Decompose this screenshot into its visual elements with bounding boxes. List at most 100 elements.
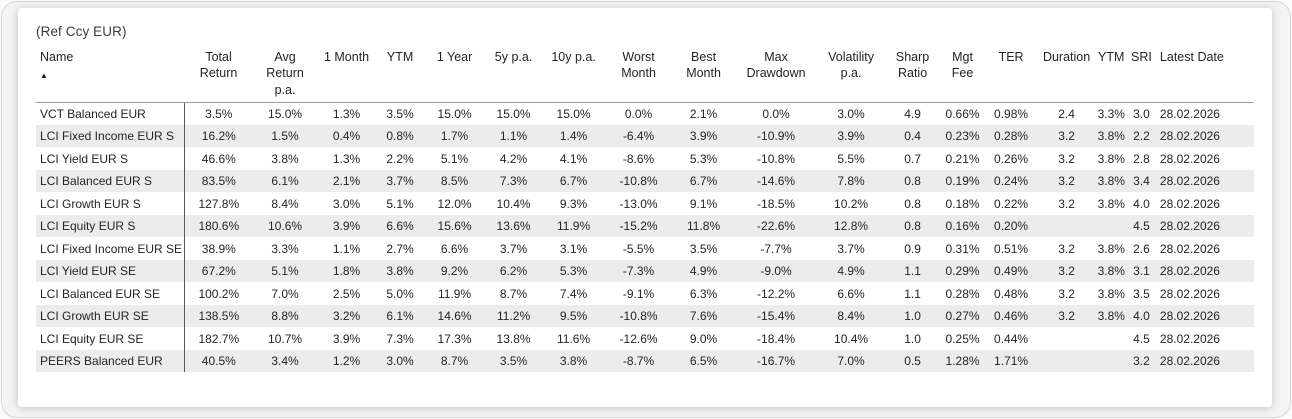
avg_return_pa-cell: 7.0% [271, 286, 299, 301]
column-header-name[interactable]: Name ▲ [36, 47, 185, 103]
total_return-cell: 83.5% [201, 174, 236, 188]
column-header-label: YTM [386, 50, 414, 64]
duration-cell: 3.2 [1058, 174, 1075, 188]
latest_date-cell: 28.02.2026 [1159, 241, 1220, 256]
fund-name-cell[interactable]: LCI Growth EUR S [36, 192, 186, 215]
column-header-best_month[interactable]: Best Month [672, 47, 735, 103]
sharp_ratio-cell: 1.1 [904, 286, 921, 301]
max_drawdown-cell: -14.6% [757, 174, 796, 188]
column-header-mgt_fee[interactable]: Mgt Fee [940, 47, 985, 103]
column-header-one_month[interactable]: 1 Month [317, 47, 376, 103]
one_year-cell: 17.3% [437, 331, 472, 346]
column-header-five_y_pa[interactable]: 5y p.a. [484, 47, 543, 103]
one_month-cell: 3.0% [332, 196, 361, 211]
ytm-cell: 0.8% [386, 129, 414, 143]
worst_month-cell: -8.7% [622, 354, 655, 368]
ter-cell: 0.51% [994, 241, 1029, 256]
ten_y_pa-cell: 3.1% [559, 241, 588, 256]
ytm-cell: 5.0% [386, 286, 414, 301]
table-row[interactable]: LCI Balanced EUR SE 100.2% 7.0% 2.5% 5.0% 11.… [36, 282, 1254, 305]
mgt_fee-cell: 0.66% [945, 106, 980, 121]
worst_month-cell: -5.5% [622, 241, 655, 256]
ytm-cell: 3.0% [386, 354, 414, 368]
ten_y_pa-cell: 5.3% [559, 264, 588, 278]
total_return-cell: 127.8% [198, 196, 240, 211]
sri-cell: 3.2 [1133, 354, 1150, 368]
sort-ascending-icon[interactable]: ▲ [40, 71, 48, 81]
table-row[interactable]: LCI Yield EUR SE 67.2% 5.1% 1.8% 3.8% 9.2% 6.2… [36, 259, 1254, 283]
ytm_2-cell: 3.8% [1097, 264, 1125, 278]
fund-name-cell[interactable]: LCI Equity EUR SE [36, 327, 186, 350]
column-header-label: Mgt Fee [951, 50, 974, 81]
column-header-max_drawdown[interactable]: Max Drawdown [734, 47, 818, 103]
column-header-ten_y_pa[interactable]: 10y p.a. [542, 47, 605, 103]
duration-cell [1038, 327, 1096, 350]
table-row[interactable]: LCI Equity EUR SE 182.7% 10.7% 3.9% 7.3% 17.3… [36, 327, 1254, 350]
volatility_pa-cell: 3.7% [837, 241, 865, 256]
column-header-label: Worst Month [621, 50, 656, 81]
column-header-sri[interactable]: SRI [1126, 47, 1156, 103]
column-header-one_year[interactable]: 1 Year [424, 47, 485, 103]
fund-name-cell[interactable]: LCI Equity EUR S [36, 214, 186, 238]
one_year-cell: 15.6% [437, 219, 472, 233]
fund-name-cell[interactable]: VCT Balanced EUR [36, 102, 186, 125]
ten_y_pa-cell: 1.4% [559, 129, 588, 143]
fund-name-cell[interactable]: LCI Yield EUR SE [36, 259, 186, 283]
column-header-ter[interactable]: TER [984, 47, 1038, 103]
duration-cell: 3.2 [1058, 129, 1075, 143]
duration-cell: 3.2 [1058, 264, 1075, 278]
table-row[interactable]: PEERS Balanced EUR 40.5% 3.4% 1.2% 3.0% 8.7% 3… [36, 349, 1254, 373]
column-header-ytm[interactable]: YTM [375, 47, 425, 103]
fund-name-cell[interactable]: LCI Balanced EUR S [36, 169, 186, 193]
mgt_fee-cell: 1.28% [945, 354, 980, 368]
avg_return_pa-cell: 10.7% [268, 331, 303, 346]
table-row[interactable]: LCI Yield EUR S 46.6% 3.8% 1.3% 2.2% 5.1% 4.2%… [36, 147, 1254, 170]
fund-name-cell[interactable]: LCI Fixed Income EUR SE [36, 237, 186, 260]
avg_return_pa-cell: 8.8% [271, 309, 299, 323]
fund-name-cell[interactable]: LCI Balanced EUR SE [36, 282, 186, 305]
volatility_pa-cell: 7.0% [837, 354, 865, 368]
ter-cell: 0.24% [994, 174, 1029, 188]
table-row[interactable]: LCI Growth EUR SE 138.5% 8.8% 3.2% 6.1% 14.6%… [36, 304, 1254, 328]
table-row[interactable]: LCI Fixed Income EUR SE 38.9% 3.3% 1.1% 2.7%… [36, 237, 1254, 260]
column-header-sharp_ratio[interactable]: Sharp Ratio [884, 47, 941, 103]
column-header-latest_date[interactable]: Latest Date [1155, 47, 1254, 103]
best_month-cell: 3.9% [689, 129, 718, 143]
ytm-cell: 2.2% [386, 151, 414, 166]
column-header-label: YTM [1098, 50, 1125, 64]
column-header-duration[interactable]: Duration [1037, 47, 1096, 103]
one_month-cell: 3.9% [332, 219, 361, 233]
table-row[interactable]: LCI Equity EUR S 180.6% 10.6% 3.9% 6.6% 15.6%… [36, 214, 1254, 238]
ytm-cell: 3.5% [386, 106, 414, 121]
max_drawdown-cell: -18.4% [757, 331, 796, 346]
max_drawdown-cell: -12.2% [757, 286, 796, 301]
total_return-cell: 3.5% [205, 106, 233, 121]
one_year-cell: 1.7% [440, 129, 469, 143]
column-header-volatility_pa[interactable]: Volatility p.a. [817, 47, 885, 103]
table-row[interactable]: LCI Growth EUR S 127.8% 8.4% 3.0% 5.1% 12.0% 1… [36, 192, 1254, 215]
column-header-avg_return_pa[interactable]: Avg Return p.a. [252, 47, 318, 103]
column-header-worst_month[interactable]: Worst Month [604, 47, 673, 103]
sri-cell: 4.0 [1133, 196, 1150, 211]
table-row[interactable]: LCI Fixed Income EUR S 16.2% 1.5% 0.4% 0.8% 1… [36, 124, 1254, 148]
volatility_pa-cell: 3.0% [837, 106, 865, 121]
fund-name-cell[interactable]: PEERS Balanced EUR [36, 349, 186, 373]
table-row[interactable]: LCI Balanced EUR S 83.5% 6.1% 2.1% 3.7% 8.5% 7… [36, 169, 1254, 193]
total_return-cell: 67.2% [201, 264, 236, 278]
column-header-ytm_2[interactable]: YTM [1095, 47, 1127, 103]
table-row[interactable]: VCT Balanced EUR 3.5% 15.0% 1.3% 3.5% 15.0% 15… [36, 102, 1254, 125]
total_return-cell: 100.2% [198, 286, 240, 301]
column-header-total_return[interactable]: Total Return [184, 47, 253, 103]
max_drawdown-cell: -7.7% [760, 241, 792, 256]
ter-cell: 0.98% [994, 106, 1029, 121]
ytm_2-cell: 3.8% [1097, 174, 1125, 188]
column-header-label: 5y p.a. [494, 50, 533, 64]
max_drawdown-cell: -16.7% [757, 354, 796, 368]
fund-name-cell[interactable]: LCI Growth EUR SE [36, 304, 186, 328]
column-header-label: Latest Date [1159, 50, 1224, 64]
fund-name-cell[interactable]: LCI Yield EUR S [36, 147, 186, 170]
total_return-cell: 182.7% [198, 331, 240, 346]
ytm_2-cell [1096, 350, 1127, 373]
duration-cell: 3.2 [1058, 241, 1075, 256]
fund-name-cell[interactable]: LCI Fixed Income EUR S [36, 124, 186, 148]
